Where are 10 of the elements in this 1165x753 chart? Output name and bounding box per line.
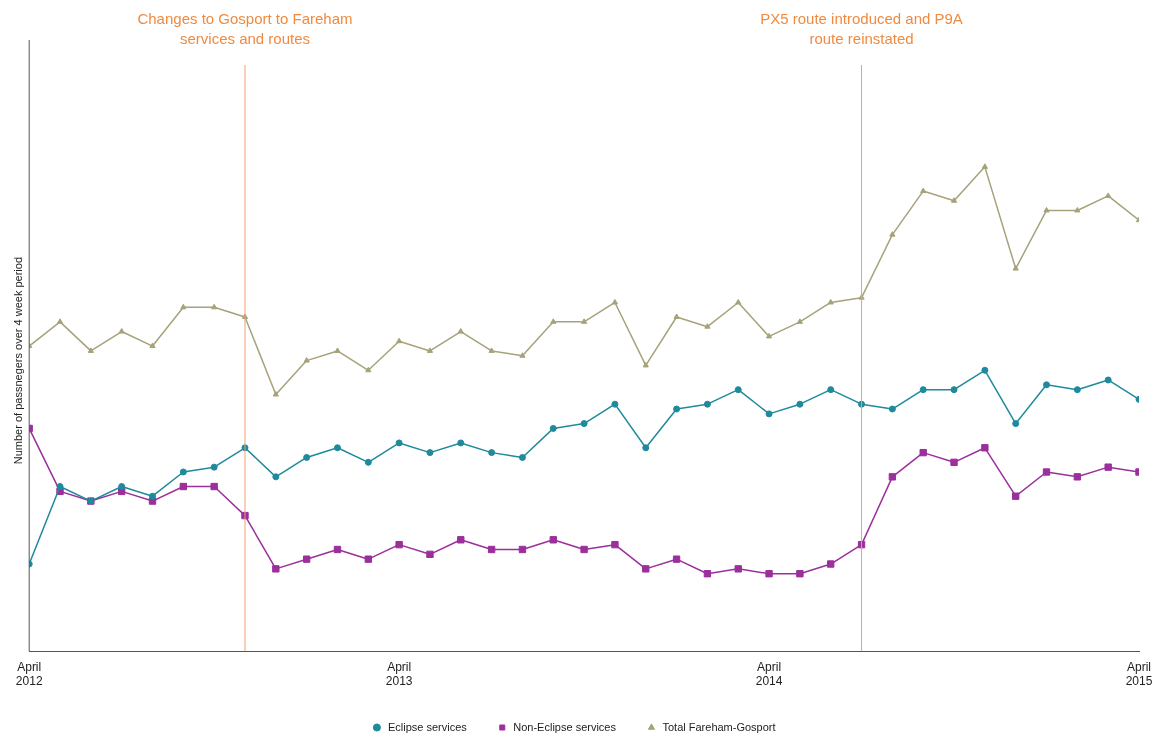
legend-label: Non-Eclipse services <box>513 720 617 733</box>
y-axis-title: Number of passnegers over 4 week period <box>11 256 24 465</box>
x-tick-label: April 2012 <box>15 659 43 689</box>
legend-label: Eclipse services <box>387 720 468 733</box>
x-tick-label: April 2014 <box>755 659 783 689</box>
x-tick-label: April 2015 <box>1125 659 1153 689</box>
ref-line-label: Changes to Gosport to Fareham services and routes <box>137 9 353 47</box>
legend-label: Total Fareham-Gosport <box>662 720 776 733</box>
ref-line-label: PX5 route introduced and P9A route reinstated <box>760 9 963 47</box>
x-tick-label: April 2013 <box>385 659 413 689</box>
